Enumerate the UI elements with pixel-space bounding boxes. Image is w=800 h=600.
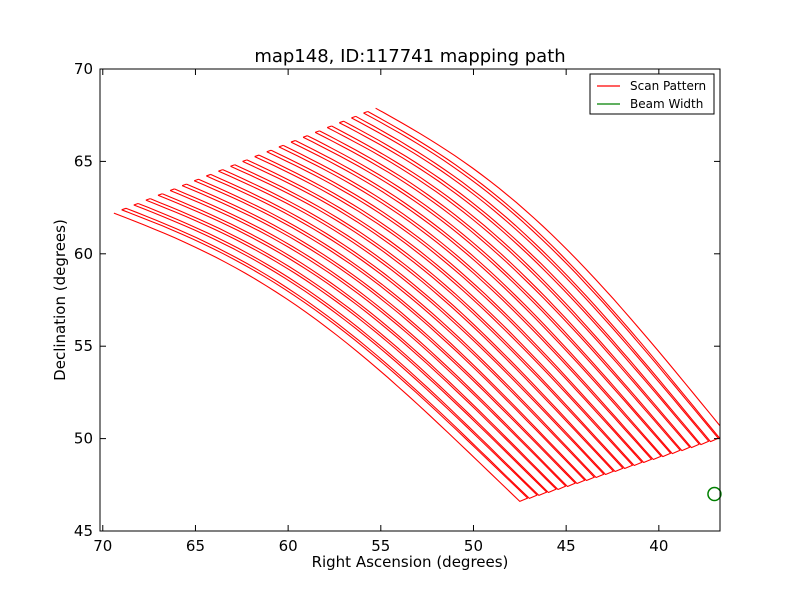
x-tick-label: 60 (279, 537, 298, 555)
y-tick-label: 45 (74, 522, 93, 540)
scan-connector (254, 154, 260, 158)
x-axis: 70 65 60 55 50 45 40 (93, 69, 668, 555)
scan-leg (198, 175, 595, 482)
scan-leg (282, 141, 662, 461)
scan-connector (157, 193, 163, 196)
x-tick-label: 65 (186, 537, 205, 555)
beam-width-marker (707, 486, 722, 502)
scan-connector (121, 207, 127, 211)
scan-connector (206, 173, 211, 177)
x-tick-label: 55 (371, 537, 390, 555)
scan-connector (194, 178, 199, 182)
scan-leg (258, 151, 643, 467)
scan-leg (319, 127, 691, 452)
scan-leg (137, 199, 548, 496)
scan-connector (351, 115, 356, 119)
scan-leg (113, 209, 529, 502)
scan-connector (230, 164, 236, 167)
scan-leg (331, 122, 700, 449)
x-tick-label: 40 (649, 537, 668, 555)
plot-background (100, 69, 720, 531)
scan-leg (307, 131, 681, 455)
scan-leg (295, 136, 672, 458)
y-axis: 45 50 55 60 65 70 (74, 60, 720, 540)
scan-leg (367, 107, 720, 440)
scan-leg (222, 165, 614, 476)
scan-connector (278, 144, 284, 148)
scan-leg (149, 194, 557, 494)
scan-connector (181, 183, 187, 187)
scan-leg (343, 117, 710, 446)
y-tick-label: 60 (74, 245, 93, 263)
scan-leg (355, 112, 719, 443)
scan-connector (133, 202, 139, 206)
scan-pattern-series (113, 107, 720, 502)
scan-leg (210, 170, 605, 479)
scan-leg (246, 156, 634, 470)
scan-leg (270, 146, 653, 464)
legend-label-scan-pattern: Scan Pattern (630, 79, 706, 93)
x-tick-label: 45 (557, 537, 576, 555)
scan-connector (218, 169, 223, 172)
y-axis-label: Declination (degrees) (51, 219, 69, 381)
x-tick-label: 70 (93, 537, 112, 555)
scan-leg (186, 180, 586, 485)
y-tick-label: 55 (74, 337, 93, 355)
y-tick-label: 50 (74, 430, 93, 448)
legend-label-beam-width: Beam Width (630, 97, 703, 111)
plot-area (99, 68, 722, 532)
scan-leg (174, 185, 576, 488)
scan-leg (234, 160, 624, 473)
legend-box (589, 73, 715, 115)
scan-connector (339, 120, 344, 124)
scan-connector (314, 130, 320, 133)
y-tick-label: 65 (74, 152, 93, 170)
scan-connector (302, 135, 308, 138)
chart-title: map148, ID:117741 mapping path (254, 46, 565, 67)
plot-frame (99, 68, 721, 532)
x-axis-label: Right Ascension (degrees) (312, 553, 509, 571)
scan-connector (363, 110, 369, 114)
scan-connector (327, 125, 332, 129)
scan-connector (242, 159, 248, 162)
x-tick-label: 50 (464, 537, 483, 555)
scan-leg (162, 189, 567, 491)
y-tick-label: 70 (74, 60, 93, 78)
scan-connector (145, 198, 151, 201)
scan-connector (266, 149, 272, 153)
scan-connector (290, 140, 296, 143)
legend: Scan Pattern Beam Width (589, 73, 715, 115)
scan-connector (169, 188, 175, 191)
scan-leg (125, 204, 538, 499)
